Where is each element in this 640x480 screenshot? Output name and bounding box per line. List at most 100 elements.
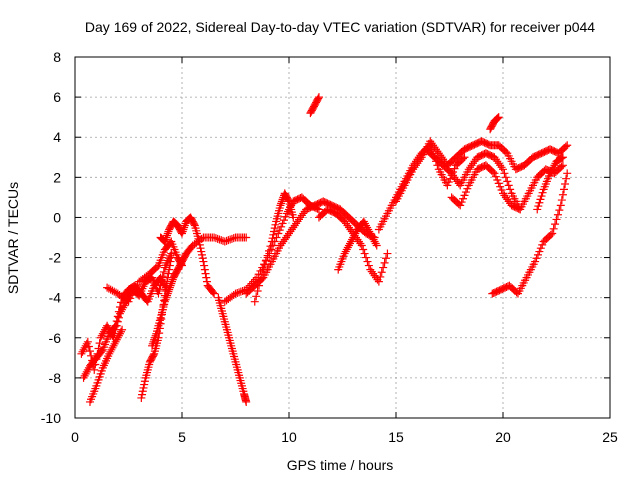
data-point [494,113,503,122]
data-point [165,285,174,294]
data-point [379,263,388,272]
data-point [153,262,162,271]
data-point [79,345,88,354]
data-point [297,211,306,220]
data-point [138,387,147,396]
data-point [284,196,293,205]
data-point [562,174,571,183]
data-point [281,212,290,221]
data-point [414,157,423,166]
x-tick-label: 20 [495,429,511,445]
data-point [148,339,157,348]
data-point [164,227,173,236]
data-point [163,289,172,298]
data-point [231,289,240,298]
data-point [434,149,443,158]
data-point [532,254,541,263]
data-point [561,142,570,151]
data-point [151,331,160,340]
data-point [437,153,446,162]
data-point [202,273,211,282]
data-point [215,235,224,244]
data-point [115,329,124,338]
data-point [200,265,209,274]
data-point [557,162,566,171]
data-point [110,339,119,348]
data-point [278,195,287,204]
data-point [131,284,140,293]
data-point [531,257,540,266]
data-point [157,275,166,284]
data-point [411,161,420,170]
data-point [363,257,372,266]
data-point [118,325,127,334]
data-point [255,281,264,290]
y-tick-label: 6 [53,89,61,105]
chart-title: Day 169 of 2022, Sidereal Day-to-day VTE… [85,19,595,35]
data-point [460,191,469,200]
x-tick-label: 25 [602,429,618,445]
x-tick-label: 10 [281,429,297,445]
data-point [360,249,369,258]
data-point [344,223,353,232]
series-sat-J [242,197,379,298]
y-axis-label: SDTVAR / TECUs [5,182,21,294]
data-point [106,285,115,294]
data-point [280,235,289,244]
data-point [546,230,555,239]
data-point [109,341,118,350]
data-point [165,283,174,292]
grid-lines [75,57,610,418]
data-point [496,182,505,191]
data-point [548,165,557,174]
data-point [85,347,94,356]
data-point [150,335,159,344]
data-point [450,164,459,173]
data-point [235,288,244,297]
data-point [265,246,274,255]
data-point [426,137,435,146]
data-point [289,213,298,222]
data-point [363,223,372,232]
data-point [162,233,171,242]
data-point [137,393,146,402]
data-point [161,235,170,244]
data-point [201,269,210,278]
data-point [499,165,507,174]
data-point [149,337,158,346]
data-point [372,273,381,282]
data-point [340,249,349,258]
data-point [263,251,272,260]
data-point [104,284,113,293]
data-point [270,224,279,233]
data-point [122,296,131,305]
data-point [366,265,375,274]
y-tick-label: 8 [53,49,61,65]
data-point [497,163,506,172]
data-point [503,195,512,204]
data-point [501,173,510,182]
data-point [178,227,187,236]
data-point [490,153,499,162]
data-point [124,297,133,306]
data-point [549,224,558,233]
data-point [292,219,301,228]
data-point [84,342,93,351]
data-point [163,229,172,238]
data-point [224,236,233,245]
data-point [283,231,292,240]
data-point [504,181,513,190]
data-point [537,192,546,201]
data-point [413,159,422,168]
y-tick-label: -8 [49,370,62,386]
data-point [493,157,502,166]
series-sat-F [148,233,251,350]
data-point [267,237,276,246]
data-point [277,239,286,248]
data-point [563,169,572,178]
data-point [470,157,479,166]
data-point [83,337,92,346]
data-point [114,331,123,340]
data-point [149,351,158,360]
data-point [274,229,283,238]
